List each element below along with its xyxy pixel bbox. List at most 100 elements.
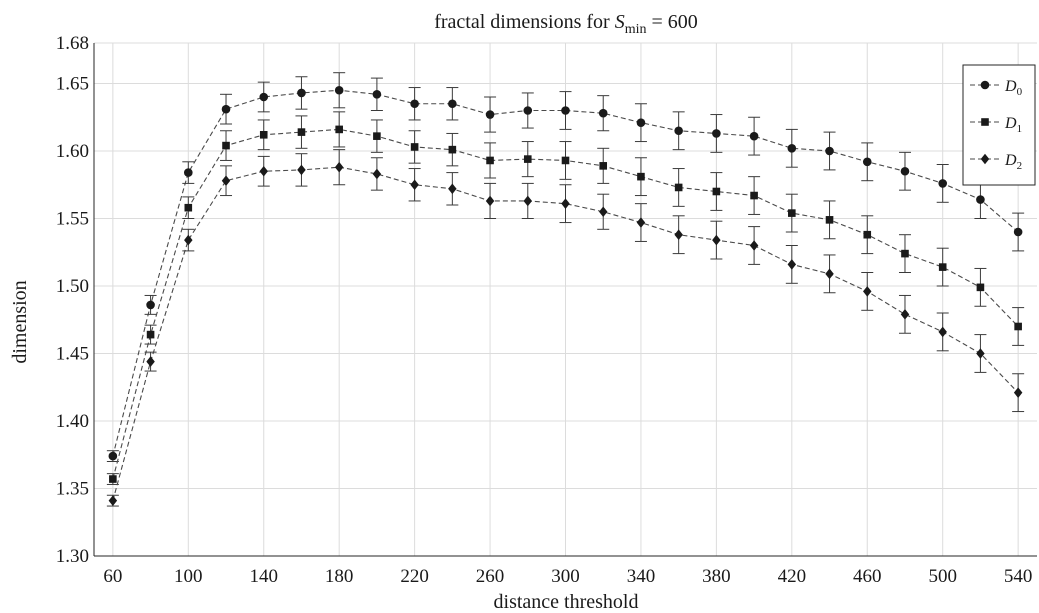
data-point [108, 451, 118, 461]
x-axis-label: distance threshold [494, 591, 639, 613]
y-tick-label: 1.55 [56, 209, 89, 230]
series-d0 [106, 72, 1025, 462]
data-point [108, 495, 118, 506]
data-point [410, 99, 419, 109]
y-tick-label: 1.40 [56, 411, 89, 432]
data-point [749, 240, 759, 251]
chart-title-suffix: = 600 [647, 11, 698, 33]
data-point [901, 249, 909, 258]
legend-label-subscript: 0 [1017, 86, 1023, 98]
data-point [259, 165, 268, 177]
data-point [636, 217, 646, 228]
data-point [222, 141, 230, 150]
data-point [938, 179, 947, 188]
legend-item-d1: D1 [970, 115, 1022, 135]
series-d1 [106, 111, 1025, 485]
data-point [184, 168, 193, 177]
x-tick-label: 100 [174, 566, 203, 587]
data-point [788, 209, 796, 217]
legend-label-symbol: D [1004, 115, 1017, 132]
chart-title-prefix: fractal dimensions for [434, 11, 615, 33]
data-point [334, 161, 344, 173]
legend-label: D2 [1004, 152, 1022, 172]
chart-title-subscript: min [625, 22, 647, 37]
data-point [372, 90, 382, 99]
data-point [787, 259, 797, 270]
data-point [712, 129, 721, 138]
data-point [448, 99, 457, 109]
data-point [976, 348, 985, 359]
data-point [712, 187, 721, 196]
y-tick-label: 1.35 [56, 479, 89, 500]
data-point [825, 268, 834, 280]
data-point [221, 175, 231, 186]
data-point [598, 206, 608, 218]
data-point [109, 475, 117, 483]
data-point [372, 168, 382, 180]
data-point [900, 309, 910, 320]
legend-item-d2: D2 [970, 152, 1022, 172]
data-point [637, 172, 645, 181]
data-point [863, 230, 872, 239]
data-point [184, 234, 193, 246]
data-point [485, 110, 495, 119]
data-point [862, 157, 872, 167]
x-tick-label: 300 [551, 566, 580, 587]
data-point [1014, 322, 1022, 331]
data-point [334, 85, 344, 95]
data-point [976, 283, 985, 292]
y-tick-label: 1.45 [56, 344, 89, 365]
legend-label: D1 [1004, 115, 1022, 135]
data-point [335, 125, 343, 134]
data-point [485, 195, 495, 207]
x-tick-label: 60 [103, 566, 122, 587]
x-tick-label: 500 [928, 566, 957, 587]
data-point [297, 128, 306, 136]
data-point [523, 155, 532, 163]
data-point [787, 144, 797, 153]
data-point [523, 106, 533, 115]
data-point [410, 143, 419, 151]
x-tick-label: 220 [400, 566, 429, 587]
data-point [674, 126, 683, 136]
data-point [146, 300, 155, 310]
data-point [599, 162, 608, 170]
data-point [259, 131, 268, 139]
data-point [712, 234, 721, 246]
data-point [523, 195, 533, 207]
data-point [900, 166, 910, 176]
x-tick-label: 540 [1004, 566, 1033, 587]
data-point [259, 92, 269, 102]
data-point [561, 156, 570, 165]
y-axis-label: dimension [9, 280, 31, 363]
data-point [146, 330, 155, 339]
data-point [674, 183, 683, 192]
data-point [598, 108, 608, 118]
data-point [373, 132, 381, 140]
chart-title-symbol: S [615, 11, 625, 33]
x-tick-label: 380 [702, 566, 731, 587]
legend-marker [981, 118, 989, 126]
y-tick-label: 1.65 [56, 74, 89, 95]
data-point [297, 88, 306, 98]
x-tick-label: 420 [778, 566, 807, 587]
x-tick-label: 340 [627, 566, 656, 587]
data-point [825, 216, 834, 224]
legend-item-d0: D0 [970, 78, 1023, 98]
legend-label: D0 [1004, 78, 1023, 98]
legend-marker [980, 80, 990, 90]
x-tick-label: 460 [853, 566, 882, 587]
data-point [1013, 387, 1023, 398]
legend-box [962, 64, 1036, 186]
data-point [448, 145, 457, 154]
y-tick-label: 1.50 [56, 276, 89, 297]
y-tick-label: 1.30 [56, 546, 89, 567]
data-point [184, 203, 193, 212]
chart-title: fractal dimensions for Smin = 600 [434, 11, 698, 37]
legend-label-subscript: 1 [1017, 123, 1023, 135]
legend-label-subscript: 2 [1017, 160, 1023, 172]
y-tick-label: 1.60 [56, 141, 89, 162]
data-point [1013, 227, 1023, 237]
